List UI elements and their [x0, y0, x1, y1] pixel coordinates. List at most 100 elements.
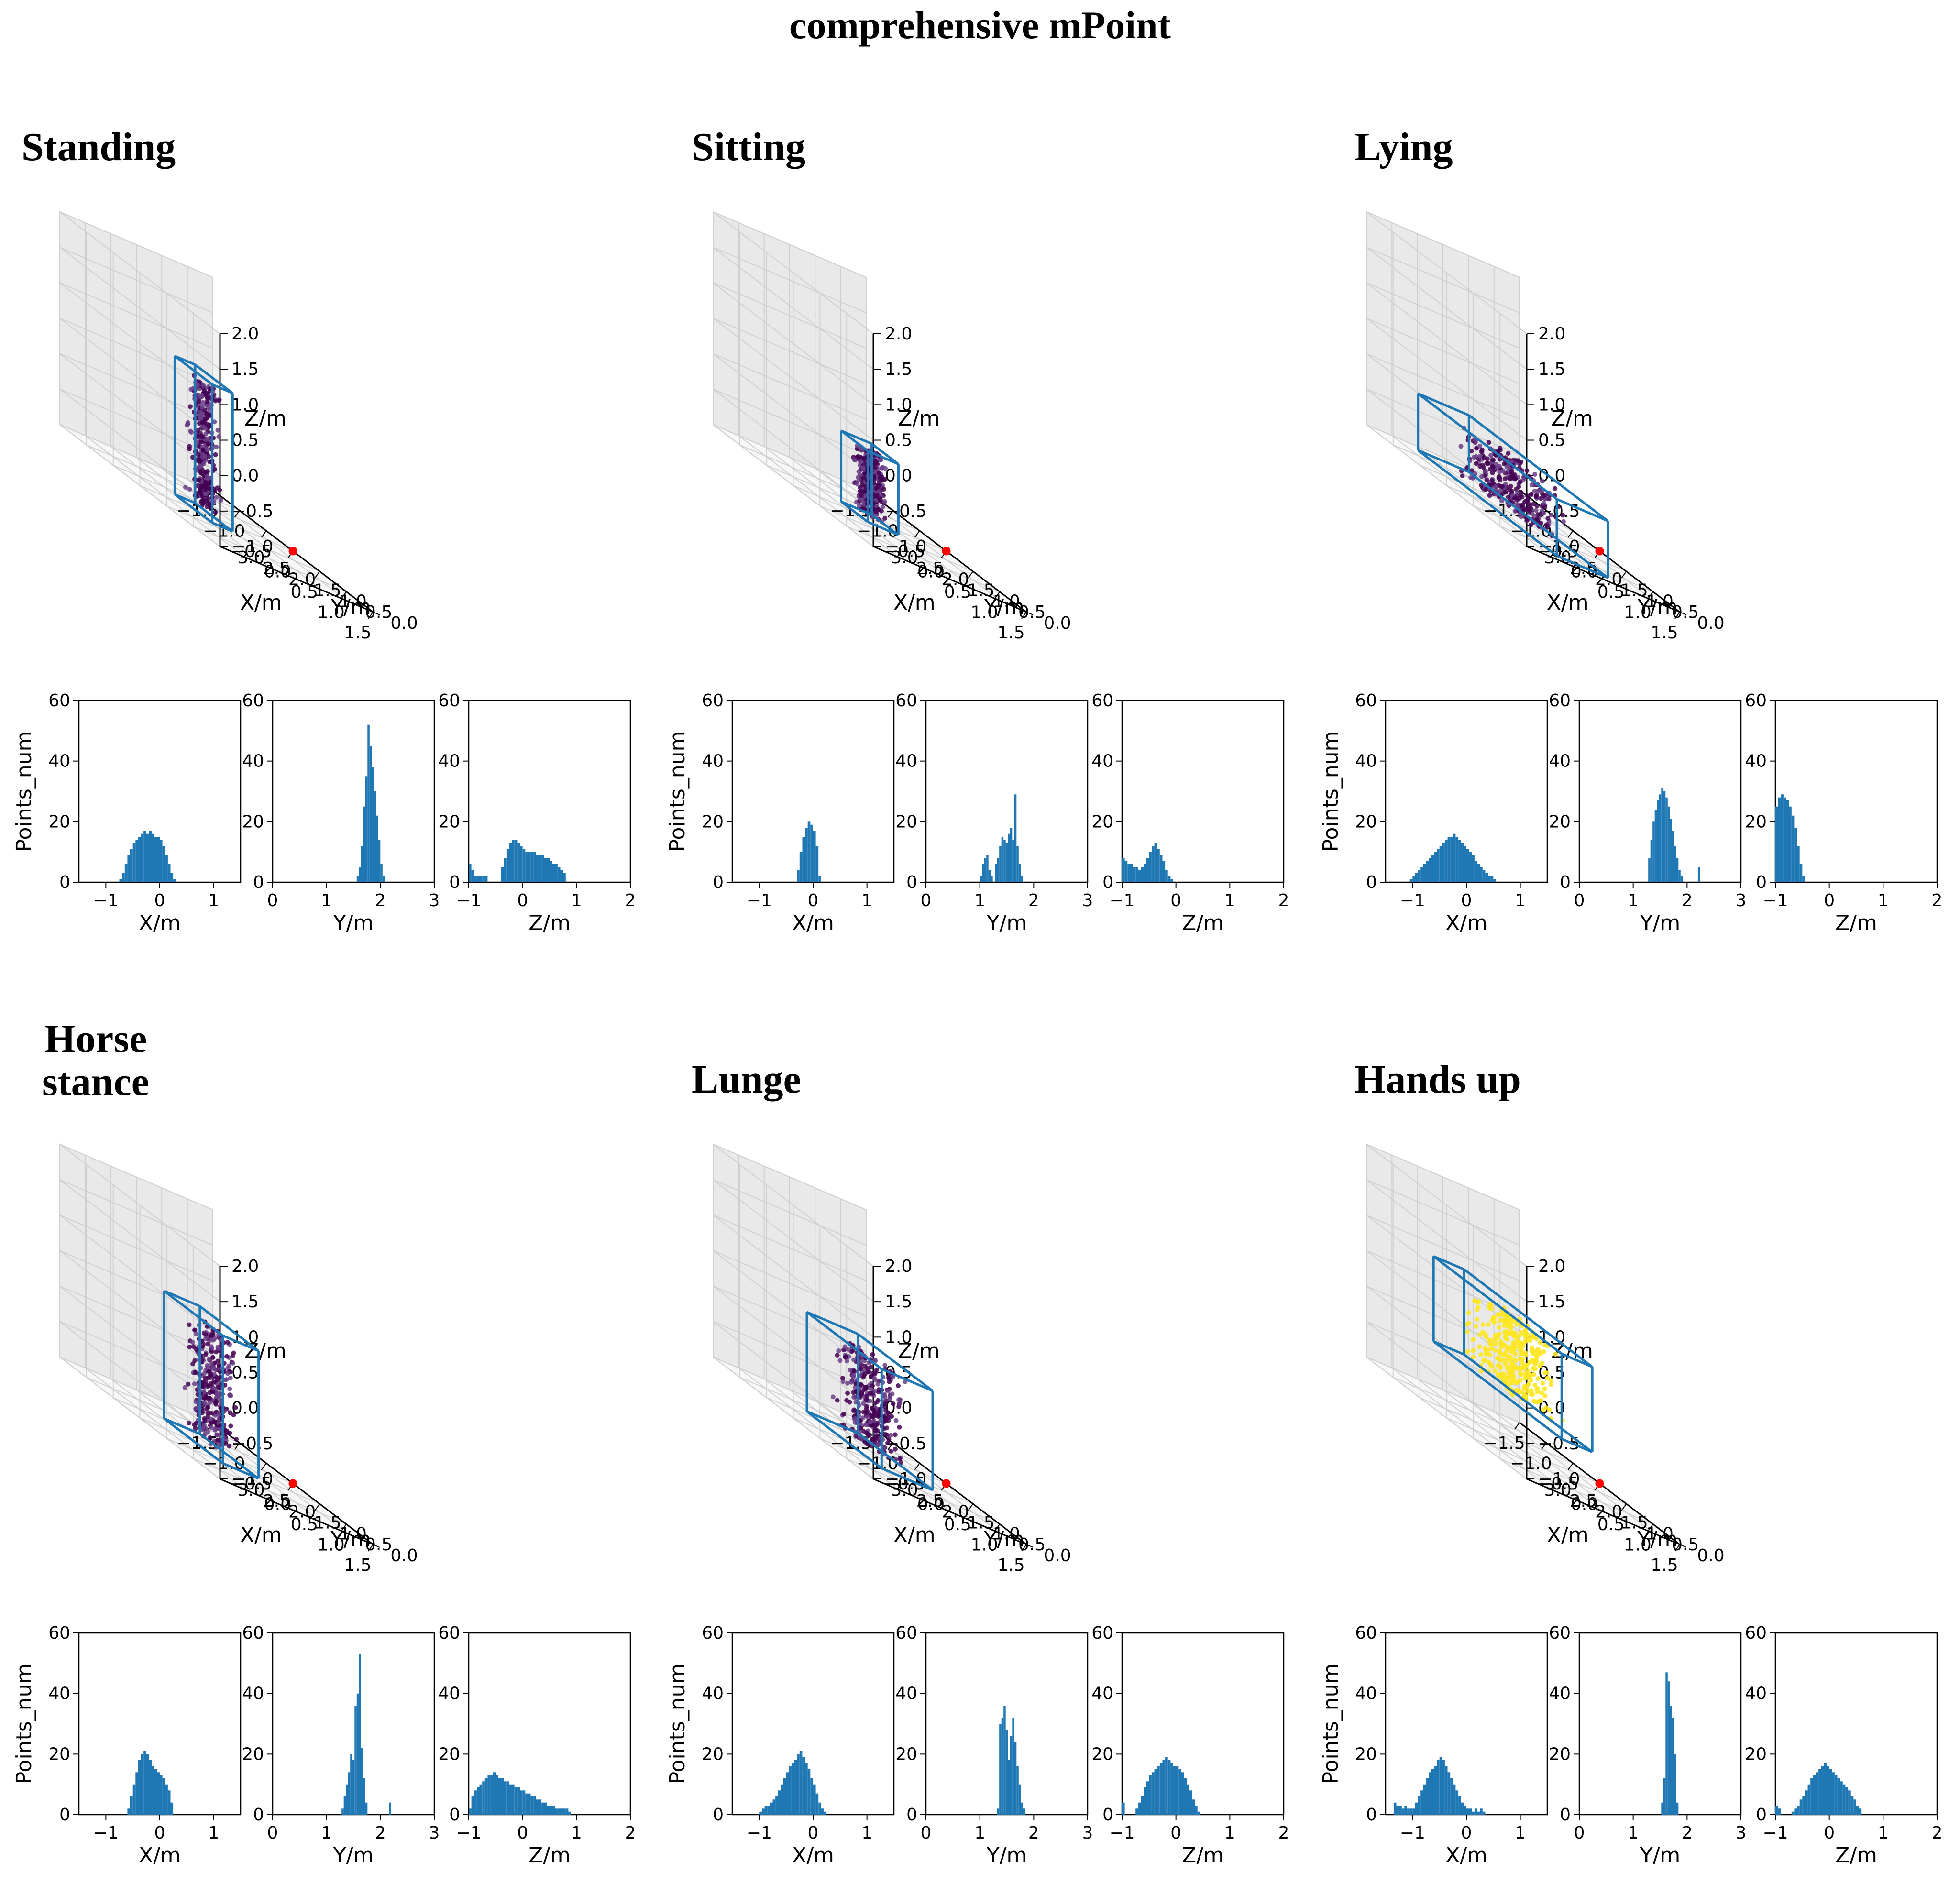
point-cloud-point — [1529, 1349, 1534, 1354]
point-cloud-point — [851, 1368, 857, 1373]
point-cloud-point — [1529, 492, 1534, 497]
histogram-bar — [138, 1760, 141, 1815]
histogram-bar — [1173, 1766, 1176, 1815]
histogram-bar — [1197, 1811, 1200, 1815]
point-cloud-point — [187, 447, 192, 452]
histogram-y-tick-label: 60 — [1549, 691, 1571, 711]
histogram-bar — [356, 1693, 359, 1815]
point-cloud-point — [202, 426, 208, 431]
histogram-bar — [1005, 1730, 1008, 1815]
point-cloud-point — [837, 1358, 843, 1363]
bounding-box-edge — [1417, 392, 1558, 500]
histogram-bar — [813, 831, 816, 882]
histogram-y-tick-label: 0 — [1756, 873, 1767, 892]
histogram-y-label: Points_num — [12, 731, 36, 852]
x-tick-label: 0.5 — [291, 1515, 318, 1534]
histogram-y-tick-label: 0 — [253, 873, 264, 892]
bounding-box-edge — [840, 429, 869, 452]
point-cloud-point — [1508, 483, 1513, 489]
histogram-bar — [999, 1724, 1002, 1815]
z-tick-label: −1.0 — [231, 537, 273, 557]
histogram-bar — [999, 846, 1002, 882]
histogram-y-tick-label: 20 — [242, 1744, 264, 1764]
histogram-bar — [343, 1796, 346, 1815]
histogram-bar — [512, 1784, 515, 1815]
histogram-x-label: Z/m — [1835, 911, 1877, 935]
histogram-bar — [382, 876, 385, 882]
histogram-y-tick-label: 40 — [1091, 752, 1113, 771]
histogram-y-tick-label: 40 — [1549, 1684, 1571, 1704]
histogram-bar — [356, 876, 359, 882]
histogram-y-label: Points_num — [1319, 1664, 1343, 1785]
point-cloud-point — [216, 434, 221, 439]
point-cloud-point — [836, 1348, 841, 1353]
point-cloud-point — [874, 1367, 879, 1372]
histogram-bar — [1401, 1808, 1405, 1815]
point-cloud-point — [842, 1344, 848, 1349]
histogram-x-tick-label: −1 — [456, 1823, 481, 1843]
bounding-box-edge — [857, 1432, 934, 1491]
point-cloud-point — [886, 1437, 892, 1442]
histogram-bar — [152, 1766, 154, 1815]
histogram-bar — [501, 867, 504, 882]
point-cloud-point — [193, 1370, 198, 1375]
histogram-y-tick-label: 60 — [48, 691, 70, 711]
point-cloud-point — [897, 1456, 903, 1461]
histogram-bar — [552, 864, 555, 882]
x-tick-label: 1.0 — [318, 603, 345, 623]
histogram-bar — [363, 1778, 365, 1815]
histogram-y-tick-label: 40 — [1549, 752, 1571, 771]
histogram-bar — [1450, 837, 1453, 882]
histogram-bar — [533, 1796, 536, 1815]
y-axis-label: Y/m — [1637, 595, 1678, 619]
point-cloud-point — [1488, 453, 1494, 458]
histogram-y-tick-label: 40 — [242, 1684, 264, 1704]
histogram-bar — [1802, 876, 1805, 882]
point-cloud-point — [1508, 1355, 1513, 1360]
point-cloud-point — [1539, 1390, 1544, 1396]
histogram-bar — [1124, 861, 1128, 882]
histogram-bar — [1455, 837, 1459, 882]
z-gridline — [713, 211, 874, 334]
y-tick — [1552, 1489, 1559, 1493]
point-cloud-point — [891, 1401, 896, 1406]
histogram-bar — [815, 846, 819, 882]
histogram-bar — [162, 1778, 165, 1815]
point-cloud-point — [1511, 1374, 1516, 1379]
point-cloud-point — [879, 508, 884, 514]
point-cloud-point — [1525, 498, 1530, 503]
histogram-bar — [348, 1772, 351, 1815]
point-cloud-point — [1548, 1378, 1553, 1383]
point-cloud-point — [896, 1383, 901, 1388]
histogram-bar — [1442, 843, 1445, 882]
x-tick-label: 1.0 — [1624, 1535, 1652, 1555]
histogram-bar — [479, 1784, 483, 1815]
histogram-bar — [517, 843, 520, 882]
histogram-y: 0 1 2 3 0 20 40 60 Y/m — [895, 691, 1093, 935]
point-cloud-point — [885, 1410, 891, 1415]
point-cloud-point — [852, 1407, 857, 1412]
histogram-y-tick-label: 40 — [895, 1684, 917, 1704]
z-tick-label: 1.5 — [885, 1292, 912, 1312]
bounding-box-edge — [174, 355, 196, 366]
histogram-bar — [361, 1748, 363, 1815]
point-cloud-point — [873, 1428, 878, 1433]
histogram-y-label: Points_num — [12, 1664, 36, 1785]
posture-title-line: Lunge — [692, 1057, 801, 1102]
histogram-x-label: Y/m — [986, 1843, 1027, 1868]
histogram-bar — [1659, 794, 1662, 882]
point-cloud-point — [207, 480, 212, 485]
histogram-bar — [1409, 1808, 1413, 1815]
point-cloud-point — [1495, 1312, 1500, 1317]
point-cloud-point — [1503, 489, 1508, 494]
point-cloud-point — [207, 386, 212, 392]
y-tick — [321, 1522, 329, 1526]
histogram-y-tick-label: 0 — [449, 1805, 460, 1825]
histogram-bar — [1152, 1772, 1155, 1815]
histogram-y-tick-label: 60 — [1745, 691, 1767, 711]
point-cloud-point — [1518, 493, 1523, 498]
histogram-y-tick-label: 60 — [895, 1623, 917, 1643]
y-tick — [271, 1500, 278, 1504]
